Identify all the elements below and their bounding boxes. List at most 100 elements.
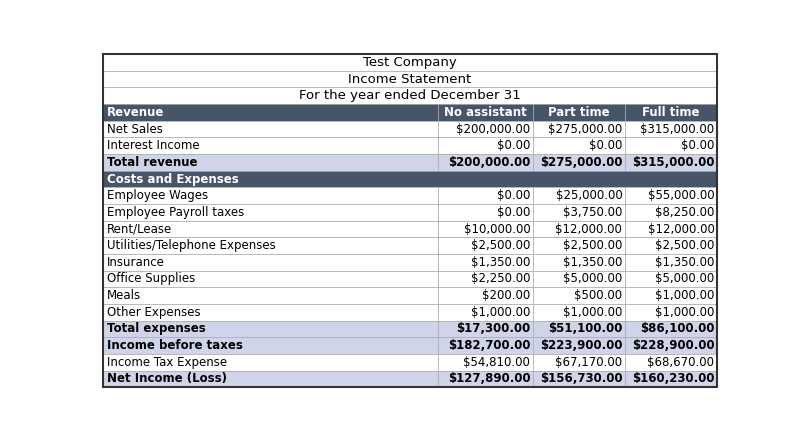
Text: $8,250.00: $8,250.00 — [655, 206, 714, 219]
Bar — [625, 187, 717, 204]
Bar — [103, 271, 438, 287]
Bar — [625, 254, 717, 271]
Text: Insurance: Insurance — [107, 256, 165, 269]
Bar — [533, 187, 625, 204]
Bar — [533, 204, 625, 221]
Text: $51,100.00: $51,100.00 — [548, 323, 622, 336]
Bar — [625, 121, 717, 137]
Bar — [533, 287, 625, 304]
Bar — [533, 121, 625, 137]
Bar — [438, 187, 533, 204]
Bar — [103, 287, 438, 304]
Bar — [438, 154, 533, 171]
Bar — [533, 304, 625, 321]
Bar — [103, 171, 717, 187]
Text: $275,000.00: $275,000.00 — [548, 122, 622, 135]
Bar — [533, 154, 625, 171]
Text: Net Sales: Net Sales — [107, 122, 162, 135]
Bar — [625, 221, 717, 237]
Bar — [533, 137, 625, 154]
Bar — [438, 104, 533, 121]
Bar — [533, 354, 625, 371]
Text: Net Income (Loss): Net Income (Loss) — [107, 372, 227, 385]
Text: $5,000.00: $5,000.00 — [563, 273, 622, 285]
Text: Other Expenses: Other Expenses — [107, 306, 201, 319]
Bar — [438, 271, 533, 287]
Text: $200,000.00: $200,000.00 — [448, 156, 530, 169]
Bar — [103, 71, 717, 87]
Text: $1,000.00: $1,000.00 — [655, 306, 714, 319]
Text: $500.00: $500.00 — [574, 289, 622, 302]
Text: Employee Wages: Employee Wages — [107, 189, 208, 202]
Bar — [438, 221, 533, 237]
Text: Interest Income: Interest Income — [107, 139, 199, 152]
Text: $2,250.00: $2,250.00 — [470, 273, 530, 285]
Text: Rent/Lease: Rent/Lease — [107, 222, 172, 236]
Bar — [625, 354, 717, 371]
Text: $182,700.00: $182,700.00 — [448, 339, 530, 352]
Bar — [103, 187, 438, 204]
Text: $67,170.00: $67,170.00 — [555, 356, 622, 369]
Bar — [103, 121, 438, 137]
Text: $25,000.00: $25,000.00 — [555, 189, 622, 202]
Bar — [438, 121, 533, 137]
Text: $17,300.00: $17,300.00 — [456, 323, 530, 336]
Bar — [103, 104, 438, 121]
Text: $12,000.00: $12,000.00 — [555, 222, 622, 236]
Text: $2,500.00: $2,500.00 — [655, 239, 714, 252]
Text: $200.00: $200.00 — [482, 289, 530, 302]
Bar — [103, 354, 438, 371]
Text: $0.00: $0.00 — [497, 189, 530, 202]
Text: $223,900.00: $223,900.00 — [540, 339, 622, 352]
Text: Part time: Part time — [548, 106, 610, 119]
Bar — [103, 204, 438, 221]
Text: Total expenses: Total expenses — [107, 323, 206, 336]
Text: Employee Payroll taxes: Employee Payroll taxes — [107, 206, 244, 219]
Text: $315,000.00: $315,000.00 — [632, 156, 714, 169]
Bar — [625, 104, 717, 121]
Bar — [533, 371, 625, 387]
Bar — [103, 221, 438, 237]
Text: Meals: Meals — [107, 289, 141, 302]
Bar — [625, 337, 717, 354]
Bar — [533, 221, 625, 237]
Bar — [533, 271, 625, 287]
Text: $0.00: $0.00 — [497, 139, 530, 152]
Bar — [438, 321, 533, 337]
Bar — [103, 321, 438, 337]
Text: Income Tax Expense: Income Tax Expense — [107, 356, 227, 369]
Text: $55,000.00: $55,000.00 — [648, 189, 714, 202]
Bar — [438, 237, 533, 254]
Text: $10,000.00: $10,000.00 — [463, 222, 530, 236]
Bar — [438, 254, 533, 271]
Bar — [533, 337, 625, 354]
Text: $0.00: $0.00 — [497, 206, 530, 219]
Text: $0.00: $0.00 — [589, 139, 622, 152]
Text: $2,500.00: $2,500.00 — [471, 239, 530, 252]
Bar — [438, 287, 533, 304]
Bar — [103, 137, 438, 154]
Text: For the year ended December 31: For the year ended December 31 — [299, 89, 521, 102]
Bar — [438, 204, 533, 221]
Bar — [625, 237, 717, 254]
Bar — [533, 237, 625, 254]
Text: $156,730.00: $156,730.00 — [540, 372, 622, 385]
Text: $68,670.00: $68,670.00 — [647, 356, 714, 369]
Text: $1,000.00: $1,000.00 — [655, 289, 714, 302]
Text: $160,230.00: $160,230.00 — [632, 372, 714, 385]
Text: $200,000.00: $200,000.00 — [456, 122, 530, 135]
Text: $1,000.00: $1,000.00 — [471, 306, 530, 319]
Bar — [438, 354, 533, 371]
Bar — [625, 304, 717, 321]
Text: $1,350.00: $1,350.00 — [471, 256, 530, 269]
Text: $3,750.00: $3,750.00 — [563, 206, 622, 219]
Bar — [438, 337, 533, 354]
Bar — [533, 254, 625, 271]
Text: Income Statement: Income Statement — [348, 73, 472, 86]
Text: Costs and Expenses: Costs and Expenses — [107, 173, 238, 186]
Bar — [625, 287, 717, 304]
Text: $1,350.00: $1,350.00 — [655, 256, 714, 269]
Text: $127,890.00: $127,890.00 — [448, 372, 530, 385]
Text: $0.00: $0.00 — [681, 139, 714, 152]
Bar — [625, 204, 717, 221]
